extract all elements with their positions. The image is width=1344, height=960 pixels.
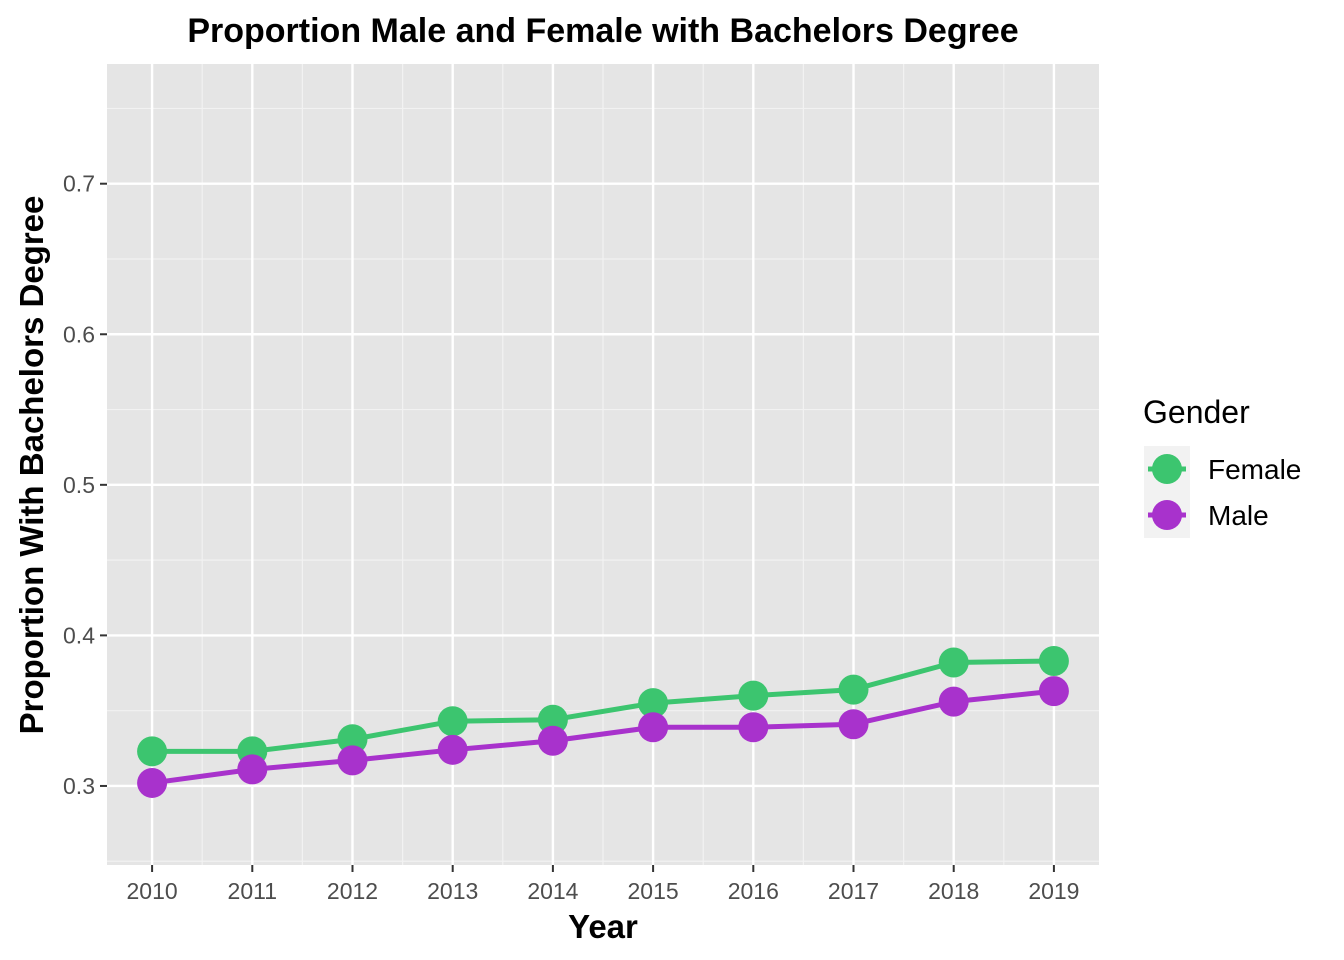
legend-label-female: Female xyxy=(1208,454,1301,485)
data-point-male xyxy=(738,712,769,743)
x-tick-label: 2016 xyxy=(728,878,779,904)
chart-title: Proportion Male and Female with Bachelor… xyxy=(187,12,1018,50)
x-tick-label: 2019 xyxy=(1028,878,1079,904)
x-tick-label: 2010 xyxy=(127,878,178,904)
data-point-male xyxy=(237,754,268,785)
legend-key-point-male xyxy=(1152,500,1182,530)
data-point-female xyxy=(1038,645,1069,676)
data-point-female xyxy=(938,647,969,678)
x-tick-label: 2013 xyxy=(427,878,478,904)
series-layer xyxy=(137,645,1069,798)
x-tick-label: 2014 xyxy=(527,878,578,904)
legend-key-point-female xyxy=(1152,454,1182,484)
data-point-male xyxy=(437,734,468,765)
data-point-female xyxy=(638,688,669,719)
x-tick-label: 2018 xyxy=(928,878,979,904)
data-point-male xyxy=(638,712,669,743)
data-point-male xyxy=(337,745,368,776)
x-tick-label: 2015 xyxy=(628,878,679,904)
data-point-female xyxy=(838,674,869,705)
data-point-female xyxy=(437,706,468,737)
axis-ticks: 2010 2011 2012 2013 2014 2015 2016 2017 2018 2019… xyxy=(63,171,1079,904)
y-tick-label: 0.4 xyxy=(63,622,95,648)
data-point-male xyxy=(938,686,969,717)
data-point-female xyxy=(337,724,368,755)
series-line-male xyxy=(149,688,1057,786)
y-tick-label: 0.6 xyxy=(63,321,95,347)
data-point-male xyxy=(1038,676,1069,707)
legend-label-male: Male xyxy=(1208,500,1269,531)
legend-items: Female Male xyxy=(1144,446,1301,538)
y-axis-title: Proportion With Bachelors Degree xyxy=(13,196,50,735)
y-tick-label: 0.3 xyxy=(63,773,95,799)
data-point-male xyxy=(838,709,869,740)
data-point-male xyxy=(537,725,568,756)
data-point-male xyxy=(137,767,168,798)
x-tick-label: 2011 xyxy=(228,878,277,904)
x-tick-label: 2012 xyxy=(327,878,378,904)
series-line-female xyxy=(149,658,1057,754)
x-axis-title: Year xyxy=(568,908,638,945)
y-tick-label: 0.5 xyxy=(63,472,95,498)
data-point-female xyxy=(537,704,568,735)
x-tick-label: 2017 xyxy=(828,878,879,904)
data-point-female xyxy=(738,680,769,711)
y-tick-label: 0.7 xyxy=(63,171,95,197)
legend: Gender Female Male xyxy=(1143,394,1301,538)
legend-title: Gender xyxy=(1143,394,1250,430)
data-point-female xyxy=(137,736,168,767)
